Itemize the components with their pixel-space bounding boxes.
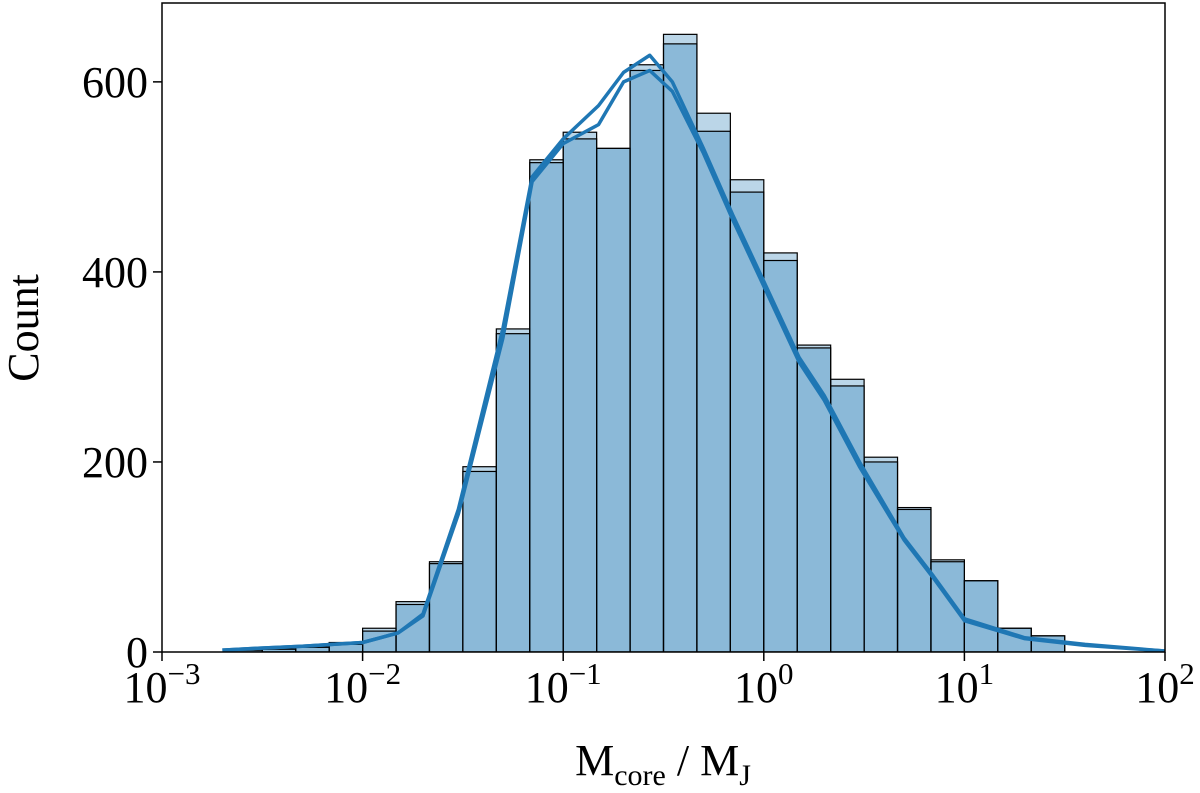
- bar: [930, 559, 966, 652]
- y-tick-label: 0: [126, 628, 148, 677]
- y-axis-label: Count: [0, 274, 48, 382]
- x-tick-base: 10: [124, 663, 168, 712]
- bar: [562, 138, 598, 652]
- x-tick-label: 100: [734, 656, 794, 712]
- x-tick-exponent: −2: [368, 656, 401, 691]
- x-axis-label: Mcore / MJ: [575, 736, 751, 792]
- bar: [963, 580, 999, 652]
- bar: [863, 461, 899, 652]
- y-tick-label: 600: [82, 58, 148, 107]
- x-tick-label: 10−1: [525, 656, 602, 712]
- bar: [462, 466, 497, 652]
- x-tick-label: 101: [935, 656, 995, 712]
- bar: [529, 162, 564, 652]
- x-tick-exponent: 2: [1179, 656, 1195, 691]
- bar: [796, 347, 832, 652]
- bar: [462, 470, 497, 652]
- x-tick-label: 10−2: [324, 656, 401, 712]
- bar: [963, 580, 999, 652]
- y-tick-label: 200: [82, 438, 148, 487]
- x-label-part: / M: [666, 736, 739, 785]
- bar: [830, 385, 865, 652]
- x-tick-exponent: 1: [979, 656, 995, 691]
- x-tick-exponent: 0: [778, 656, 794, 691]
- axes-frame: [161, 2, 1166, 653]
- x-tick-exponent: −1: [569, 656, 602, 691]
- x-tick-label: 102: [1135, 656, 1195, 712]
- x-label-sub: J: [739, 759, 751, 792]
- x-tick-base: 10: [935, 663, 979, 712]
- x-label-part: M: [575, 736, 614, 785]
- x-label-sub: core: [614, 759, 666, 792]
- bar: [896, 506, 932, 652]
- x-tick-base: 10: [324, 663, 368, 712]
- bar: [896, 508, 932, 652]
- x-tick-base: 10: [525, 663, 569, 712]
- x-tick-exponent: −3: [168, 656, 201, 691]
- x-tick-base: 10: [1135, 663, 1179, 712]
- bar: [662, 43, 698, 652]
- bar: [596, 147, 631, 652]
- bar: [729, 191, 765, 652]
- plot-marks: [222, 33, 1165, 652]
- kde-line: [222, 68, 1165, 652]
- bar: [696, 130, 731, 652]
- x-tick-label: 10−3: [124, 656, 201, 712]
- bar: [930, 561, 966, 652]
- bar: [629, 69, 665, 652]
- x-tick-base: 10: [734, 663, 778, 712]
- bar: [562, 131, 598, 652]
- bar: [495, 333, 531, 652]
- y-tick-label: 400: [82, 248, 148, 297]
